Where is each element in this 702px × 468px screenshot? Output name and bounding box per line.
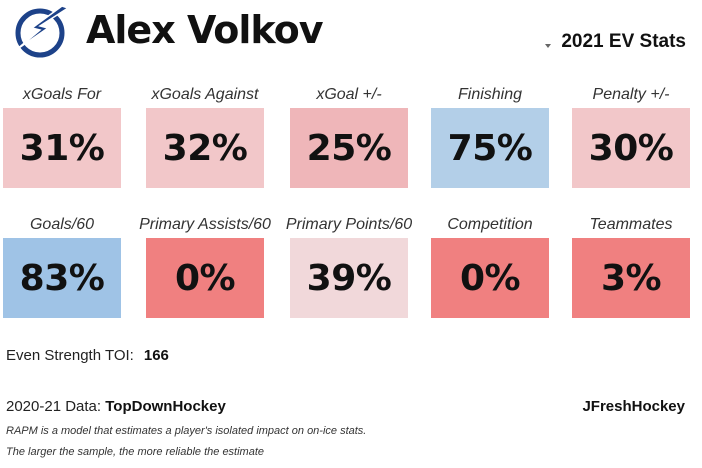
rapm-note: RAPM is a model that estimates a player'…	[6, 425, 367, 437]
metric-label: Competition	[447, 216, 533, 233]
player-name: Alex Volkov	[86, 8, 324, 52]
metric-value: 31%	[19, 127, 105, 169]
metric-tile: 25%	[290, 108, 408, 188]
metric-label: Primary Assists/60	[139, 216, 271, 233]
toi-label: Even Strength TOI:	[6, 347, 134, 364]
metric-value: 30%	[588, 127, 674, 169]
season-dropdown-label[interactable]: 2021 EV Stats	[561, 31, 686, 52]
season-dropdown[interactable]: 2021 EV Stats	[545, 30, 686, 54]
metric-tile: 30%	[572, 108, 690, 188]
metric-value: 25%	[306, 127, 392, 169]
metric-label: Primary Points/60	[285, 216, 413, 233]
metric-label: xGoals Against	[151, 86, 259, 103]
sample-note: The larger the sample, the more reliable…	[6, 446, 265, 458]
metric-label: Goals/60	[29, 216, 95, 233]
data-source-label: 2020-21 Data:	[6, 398, 102, 415]
metric-value: 32%	[162, 127, 248, 169]
metric-label: Finishing	[457, 86, 523, 103]
metric-tile: 31%	[3, 108, 121, 188]
metric-label: xGoals For	[22, 86, 102, 103]
metric-tile: 39%	[290, 238, 408, 318]
metric-label: Penalty +/-	[592, 86, 670, 103]
data-source-name: TopDownHockey	[105, 398, 226, 415]
metric-value: 0%	[174, 257, 236, 299]
data-source-row: 2020-21 Data: TopDownHockey	[6, 397, 226, 417]
metric-label: Teammates	[589, 216, 673, 233]
metric-value: 3%	[600, 257, 662, 299]
lightning-bolt-logo-icon	[15, 5, 70, 58]
metric-label: xGoal +/-	[316, 86, 382, 103]
toi-value: 166	[143, 347, 169, 364]
metric-value: 39%	[306, 257, 392, 299]
metric-tile: 32%	[146, 108, 264, 188]
metric-tile: 3%	[572, 238, 690, 318]
metric-tile: 0%	[146, 238, 264, 318]
metric-tile: 0%	[431, 238, 549, 318]
toi-row: Even Strength TOI: 166	[6, 346, 169, 366]
chevron-down-icon[interactable]	[545, 44, 552, 48]
metric-value: 83%	[19, 257, 105, 299]
metric-tile: 75%	[431, 108, 549, 188]
metric-value: 75%	[447, 127, 533, 169]
metric-value: 0%	[459, 257, 521, 299]
metric-tile: 83%	[3, 238, 121, 318]
credit-text: JFreshHockey	[582, 398, 685, 415]
